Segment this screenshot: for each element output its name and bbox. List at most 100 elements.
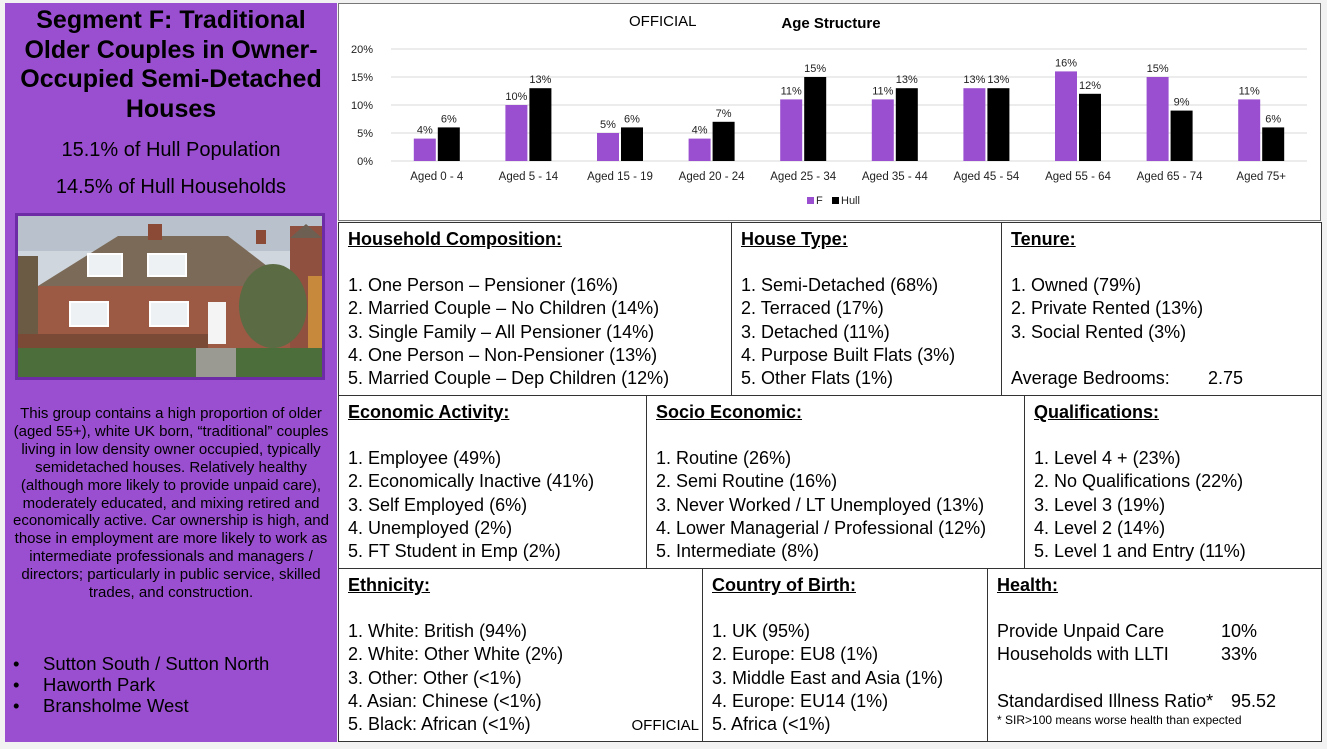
official-label-bottom: OFFICIAL — [631, 716, 699, 734]
y-tick-label: 0% — [357, 156, 373, 168]
socio-economic-panel: Socio Economic: 1. Routine (26%) 2. Semi… — [646, 395, 1025, 569]
house-type-panel: House Type: 1. Semi-Detached (68%) 2. Te… — [731, 222, 1002, 396]
economic-activity-panel: Economic Activity: 1. Employee (49%) 2. … — [338, 395, 647, 569]
bar-hull — [621, 127, 643, 161]
birth-item: 5. Africa (<1%) — [712, 714, 831, 735]
data-label: 10% — [505, 91, 527, 103]
tenure-item: 1. Owned (79%) — [1011, 275, 1142, 296]
sir-row: Standardised Illness Ratio* 95.52 — [997, 690, 1312, 713]
data-label: 13% — [963, 74, 985, 86]
unpaid-care-value: 10% — [1221, 621, 1258, 642]
socio-heading: Socio Economic: — [656, 402, 803, 422]
health-panel: Health: Provide Unpaid Care 10% Househol… — [987, 568, 1322, 742]
bar-f — [413, 138, 436, 161]
bar-hull — [529, 88, 552, 161]
sir-footnote: * SIR>100 means worse health than expect… — [997, 713, 1242, 727]
legend-swatch — [832, 197, 839, 204]
socio-item: 3. Never Worked / LT Unemployed (13%) — [656, 494, 985, 515]
semi-detached-house-image — [18, 216, 322, 377]
ethnicity-item: 3. Other: Other (<1%) — [348, 667, 522, 688]
bedrooms-label: Average Bedrooms: — [1011, 368, 1170, 388]
household-item: 2. Married Couple – No Children (14%) — [348, 298, 660, 319]
birth-item: 1. UK (95%) — [712, 621, 811, 642]
area-item: Bransholme West — [13, 695, 269, 716]
x-tick-label: Aged 75+ — [1236, 171, 1286, 183]
data-label: 4% — [417, 125, 433, 137]
bar-hull — [1079, 93, 1101, 161]
economic-item: 3. Self Employed (6%) — [348, 494, 528, 515]
economic-item: 4. Unemployed (2%) — [348, 517, 513, 538]
population-share: 15.1% of Hull Population — [61, 139, 281, 161]
unpaid-care-row: Provide Unpaid Care 10% — [997, 620, 1312, 643]
data-label: 11% — [872, 85, 893, 97]
official-label-top: OFFICIAL — [629, 13, 697, 30]
bar-f — [597, 133, 619, 161]
x-tick-label: Aged 0 - 4 — [410, 171, 464, 183]
bar-hull — [804, 77, 827, 161]
household-composition-panel: Household Composition: 1. One Person – P… — [338, 222, 732, 396]
household-share: 14.5% of Hull Households — [55, 176, 287, 198]
country-of-birth-panel: Country of Birth: 1. UK (95%) 2. Europe:… — [702, 568, 988, 742]
tenure-item: 3. Social Rented (3%) — [1011, 321, 1187, 342]
data-label: 15% — [804, 63, 826, 75]
sir-label: Standardised Illness Ratio* — [997, 690, 1214, 711]
birth-item: 3. Middle East and Asia (1%) — [712, 667, 944, 688]
bar-hull — [1170, 110, 1193, 161]
tenure-heading: Tenure: — [1011, 229, 1076, 249]
household-heading: Household Composition: — [348, 229, 562, 249]
bar-hull — [895, 88, 918, 161]
birth-item: 4. Europe: EU14 (1%) — [712, 690, 889, 711]
segment-description: This group contains a high proportion of… — [13, 405, 329, 602]
ethnicity-item: 2. White: Other White (2%) — [348, 644, 564, 665]
house-type-item: 2. Terraced (17%) — [741, 298, 884, 319]
data-label: 12% — [1079, 80, 1101, 92]
y-tick-label: 20% — [351, 44, 373, 56]
birth-item: 2. Europe: EU8 (1%) — [712, 644, 879, 665]
bar-f — [505, 105, 528, 161]
house-type-item: 1. Semi-Detached (68%) — [741, 275, 939, 296]
segment-sidebar: Segment F: Traditional Older Couples in … — [5, 3, 337, 742]
socio-item: 2. Semi Routine (16%) — [656, 471, 838, 492]
bar-hull — [437, 127, 460, 161]
bar-f — [1146, 77, 1169, 161]
bar-f — [688, 138, 711, 161]
economic-heading: Economic Activity: — [348, 402, 510, 422]
socio-item: 5. Intermediate (8%) — [656, 541, 820, 562]
household-item: 4. One Person – Non-Pensioner (13%) — [348, 344, 658, 365]
x-tick-label: Aged 65 - 74 — [1137, 171, 1203, 183]
bar-f — [1238, 99, 1261, 161]
bar-f — [871, 99, 894, 161]
economic-item: 5. FT Student in Emp (2%) — [348, 541, 561, 562]
area-list: Sutton South / Sutton North Haworth Park… — [13, 653, 269, 716]
bar-f — [780, 99, 803, 161]
age-structure-chart: OFFICIAL Age Structure 0% 5% 10% 15% 20% 4% 6… — [338, 3, 1321, 221]
household-item: 3. Single Family – All Pensioner (14%) — [348, 321, 655, 342]
bar-hull — [712, 121, 735, 161]
chart-title: Age Structure — [781, 15, 880, 32]
household-item: 5. Married Couple – Dep Children (12%) — [348, 368, 670, 389]
data-label: 6% — [1265, 113, 1281, 125]
house-type-item: 4. Purpose Built Flats (3%) — [741, 344, 956, 365]
socio-item: 4. Lower Managerial / Professional (12%) — [656, 517, 987, 538]
data-label: 11% — [781, 85, 802, 97]
bar-f — [963, 88, 986, 161]
x-tick-label: Aged 20 - 24 — [679, 171, 745, 183]
bar-f — [1055, 71, 1077, 161]
x-tick-label: Aged 15 - 19 — [587, 171, 653, 183]
area-item: Haworth Park — [13, 674, 269, 695]
age-chart-svg: Age Structure 0% 5% 10% 15% 20% 4% 6% Aged 0 -… — [351, 15, 1307, 207]
bar-hull — [1262, 127, 1285, 161]
qualification-item: 3. Level 3 (19%) — [1034, 494, 1166, 515]
house-type-item: 3. Detached (11%) — [741, 321, 890, 342]
data-label: 15% — [1147, 63, 1169, 75]
x-tick-label: Aged 35 - 44 — [862, 171, 928, 183]
qualification-item: 2. No Qualifications (22%) — [1034, 471, 1244, 492]
qualifications-panel: Qualifications: 1. Level 4 + (23%) 2. No… — [1024, 395, 1322, 569]
ethnicity-panel: Ethnicity: 1. White: British (94%) 2. Wh… — [338, 568, 703, 742]
health-heading: Health: — [997, 575, 1059, 595]
x-tick-label: Aged 5 - 14 — [499, 171, 559, 183]
household-item: 1. One Person – Pensioner (16%) — [348, 275, 619, 296]
y-tick-label: 5% — [357, 128, 373, 140]
tenure-panel: Tenure: 1. Owned (79%) 2. Private Rented… — [1001, 222, 1322, 396]
